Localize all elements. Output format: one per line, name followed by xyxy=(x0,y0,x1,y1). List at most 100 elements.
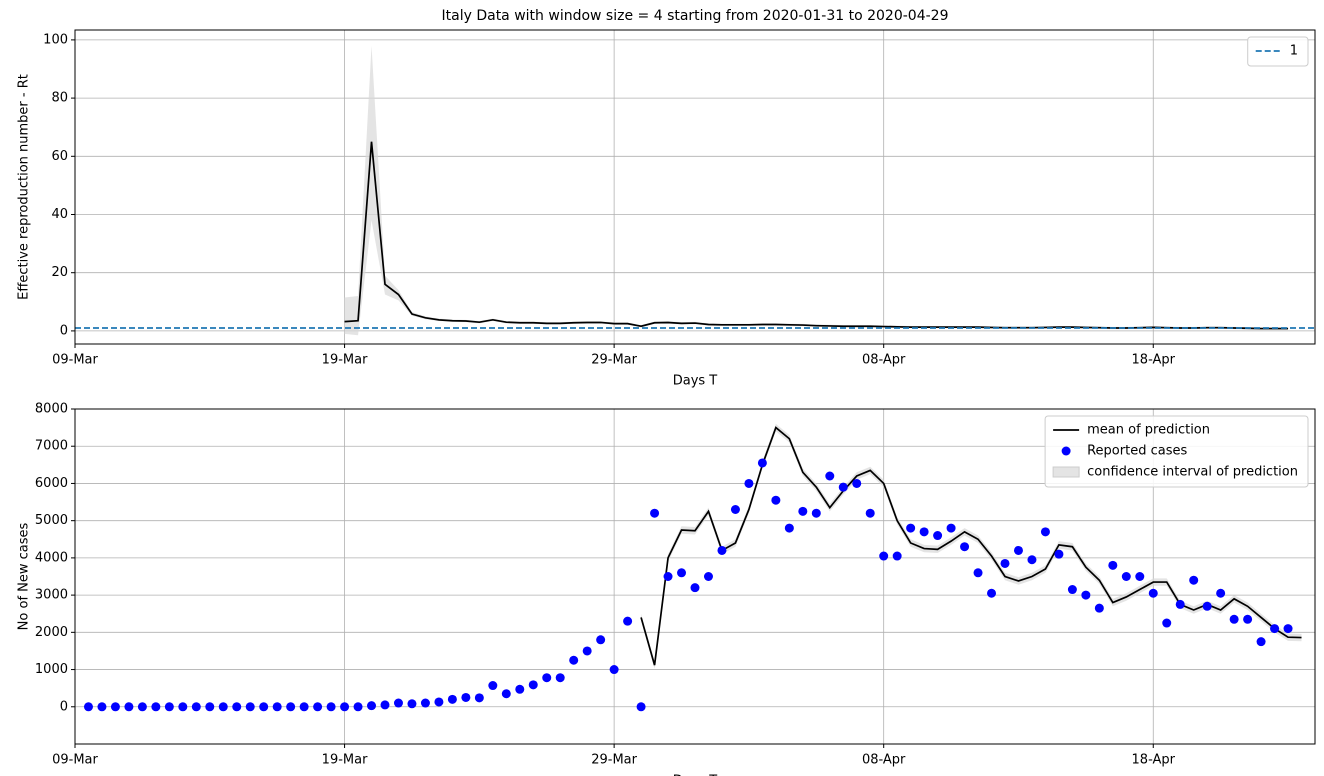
data-point xyxy=(852,478,862,488)
data-point xyxy=(380,700,390,710)
y-tick-label: 80 xyxy=(51,91,68,106)
data-point xyxy=(488,681,498,691)
data-point xyxy=(97,702,107,712)
data-point xyxy=(420,698,430,708)
data-point xyxy=(582,646,592,656)
legend-label: mean of prediction xyxy=(1087,423,1210,438)
data-point xyxy=(1216,588,1226,598)
data-point xyxy=(1027,555,1037,565)
data-point xyxy=(1081,590,1091,600)
data-point xyxy=(811,508,821,518)
y-tick-label: 1000 xyxy=(35,662,68,677)
x-tick-label: 18-Apr xyxy=(1132,753,1176,768)
data-point xyxy=(340,702,350,712)
data-point xyxy=(946,523,956,533)
data-point xyxy=(1283,624,1293,634)
x-tick-label: 09-Mar xyxy=(52,753,98,768)
x-tick-label: 08-Apr xyxy=(862,353,906,368)
y-tick-label: 20 xyxy=(51,265,68,280)
data-point xyxy=(1013,545,1023,555)
y-tick-label: 8000 xyxy=(35,402,68,417)
data-point xyxy=(879,551,889,561)
legend-label: confidence interval of prediction xyxy=(1087,465,1298,480)
plot-frame xyxy=(74,408,1316,745)
data-point xyxy=(798,506,808,516)
data-point xyxy=(218,702,228,712)
legend-swatch xyxy=(1052,466,1080,478)
x-tick-label: 19-Mar xyxy=(322,753,368,768)
data-point xyxy=(690,583,700,593)
data-point xyxy=(1229,614,1239,624)
y-tick-label: 0 xyxy=(60,323,68,338)
x-tick-label: 18-Apr xyxy=(1132,353,1176,368)
data-point xyxy=(838,482,848,492)
data-point xyxy=(892,551,902,561)
legend-label: 1 xyxy=(1290,44,1298,59)
legend-swatch xyxy=(1061,446,1071,456)
x-axis-label: Days T xyxy=(673,774,718,776)
data-point xyxy=(960,542,970,552)
data-point xyxy=(110,702,120,712)
data-point xyxy=(353,702,363,712)
y-tick-label: 6000 xyxy=(35,476,68,491)
legend-label: Reported cases xyxy=(1087,444,1187,459)
x-tick-label: 19-Mar xyxy=(322,353,368,368)
x-axis-label: Days T xyxy=(673,374,718,389)
data-point xyxy=(771,495,781,505)
y-tick-label: 0 xyxy=(60,699,68,714)
line xyxy=(640,426,1302,666)
data-point xyxy=(1162,618,1172,628)
data-point xyxy=(299,702,309,712)
x-tick-label: 08-Apr xyxy=(862,753,906,768)
chart-title: Italy Data with window size = 4 starting… xyxy=(442,8,949,24)
data-point xyxy=(434,697,444,707)
data-point xyxy=(730,505,740,514)
data-point xyxy=(151,702,161,712)
data-point xyxy=(757,458,767,468)
data-point xyxy=(1243,614,1253,624)
data-point xyxy=(137,702,147,712)
data-point xyxy=(825,471,835,481)
data-point xyxy=(1040,527,1050,537)
y-tick-label: 40 xyxy=(51,207,68,222)
data-point xyxy=(933,531,943,541)
data-point xyxy=(474,693,484,703)
data-point xyxy=(1121,572,1131,581)
data-point xyxy=(744,478,754,488)
data-point xyxy=(124,702,134,712)
data-point xyxy=(703,572,713,581)
y-tick-label: 100 xyxy=(43,32,68,47)
x-tick-label: 29-Mar xyxy=(591,753,637,768)
data-point xyxy=(164,702,174,712)
y-tick-label: 60 xyxy=(51,149,68,164)
data-point xyxy=(232,702,242,712)
data-point xyxy=(555,673,565,683)
x-tick-label: 09-Mar xyxy=(52,353,98,368)
y-tick-label: 7000 xyxy=(35,439,68,454)
data-point xyxy=(717,545,727,555)
data-point xyxy=(1000,558,1010,568)
y-tick-label: 2000 xyxy=(35,625,68,640)
data-point xyxy=(272,702,282,712)
y-tick-label: 4000 xyxy=(35,550,68,565)
y-tick-label: 3000 xyxy=(35,588,68,603)
data-point xyxy=(1148,588,1158,598)
data-point xyxy=(865,508,875,518)
data-point xyxy=(1094,603,1104,613)
y-tick-label: 5000 xyxy=(35,513,68,528)
data-point xyxy=(501,689,511,699)
data-point xyxy=(919,527,929,537)
data-point xyxy=(528,680,538,690)
data-point xyxy=(245,702,255,712)
data-point xyxy=(205,702,215,712)
data-point xyxy=(650,508,660,518)
data-point xyxy=(1256,637,1266,647)
data-point xyxy=(1108,560,1118,570)
data-point xyxy=(1067,585,1077,595)
data-point xyxy=(407,699,417,709)
data-point xyxy=(663,572,673,581)
data-point xyxy=(326,702,336,712)
data-point xyxy=(178,702,188,712)
